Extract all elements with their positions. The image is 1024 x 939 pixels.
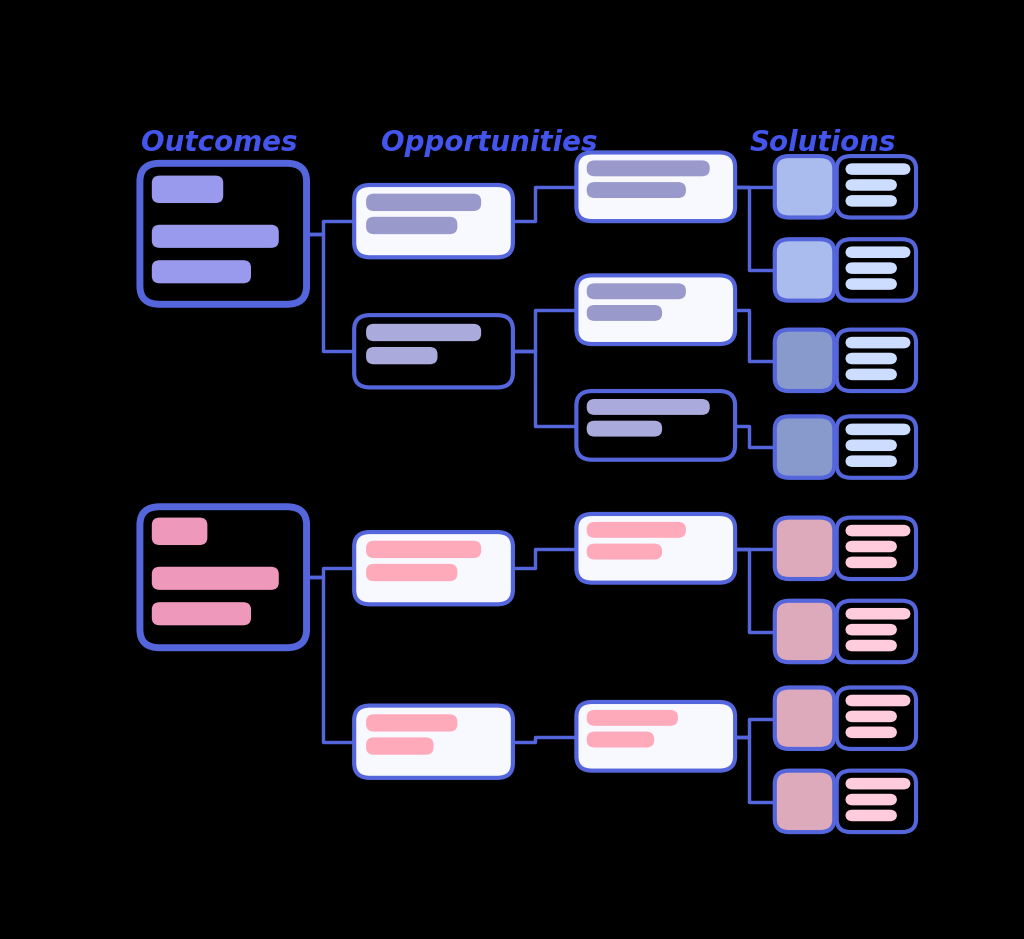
- FancyBboxPatch shape: [846, 711, 897, 722]
- FancyBboxPatch shape: [846, 439, 897, 451]
- FancyBboxPatch shape: [846, 623, 897, 636]
- FancyBboxPatch shape: [775, 771, 835, 832]
- FancyBboxPatch shape: [354, 532, 513, 605]
- FancyBboxPatch shape: [577, 702, 735, 771]
- FancyBboxPatch shape: [152, 176, 223, 203]
- FancyBboxPatch shape: [846, 793, 897, 806]
- FancyBboxPatch shape: [367, 324, 481, 341]
- FancyBboxPatch shape: [577, 391, 735, 460]
- Text: Opportunities: Opportunities: [381, 129, 597, 157]
- FancyBboxPatch shape: [152, 602, 251, 625]
- FancyBboxPatch shape: [846, 278, 897, 290]
- FancyBboxPatch shape: [587, 522, 686, 538]
- FancyBboxPatch shape: [775, 156, 835, 218]
- FancyBboxPatch shape: [846, 695, 910, 706]
- FancyBboxPatch shape: [775, 517, 835, 579]
- FancyBboxPatch shape: [846, 608, 910, 620]
- FancyBboxPatch shape: [587, 710, 678, 726]
- FancyBboxPatch shape: [152, 260, 251, 284]
- FancyBboxPatch shape: [577, 275, 735, 344]
- FancyBboxPatch shape: [775, 330, 835, 391]
- FancyBboxPatch shape: [367, 541, 481, 558]
- FancyBboxPatch shape: [354, 705, 513, 777]
- FancyBboxPatch shape: [367, 346, 437, 364]
- FancyBboxPatch shape: [846, 262, 897, 274]
- FancyBboxPatch shape: [846, 195, 897, 207]
- FancyBboxPatch shape: [837, 416, 916, 478]
- FancyBboxPatch shape: [367, 217, 458, 234]
- FancyBboxPatch shape: [367, 715, 458, 731]
- FancyBboxPatch shape: [846, 525, 910, 536]
- FancyBboxPatch shape: [354, 185, 513, 257]
- FancyBboxPatch shape: [367, 563, 458, 581]
- FancyBboxPatch shape: [140, 507, 306, 648]
- FancyBboxPatch shape: [846, 455, 897, 467]
- FancyBboxPatch shape: [846, 337, 910, 348]
- FancyBboxPatch shape: [837, 601, 916, 662]
- FancyBboxPatch shape: [577, 514, 735, 582]
- FancyBboxPatch shape: [587, 305, 663, 321]
- FancyBboxPatch shape: [837, 156, 916, 218]
- FancyBboxPatch shape: [775, 416, 835, 478]
- FancyBboxPatch shape: [846, 727, 897, 738]
- FancyBboxPatch shape: [775, 239, 835, 300]
- Text: Outcomes: Outcomes: [141, 129, 298, 157]
- FancyBboxPatch shape: [577, 152, 735, 221]
- FancyBboxPatch shape: [140, 163, 306, 304]
- FancyBboxPatch shape: [846, 557, 897, 568]
- FancyBboxPatch shape: [152, 567, 279, 590]
- FancyBboxPatch shape: [367, 193, 481, 211]
- FancyBboxPatch shape: [587, 731, 654, 747]
- FancyBboxPatch shape: [846, 179, 897, 191]
- FancyBboxPatch shape: [837, 687, 916, 749]
- FancyBboxPatch shape: [846, 353, 897, 364]
- FancyBboxPatch shape: [587, 421, 663, 437]
- Text: Solutions: Solutions: [750, 129, 896, 157]
- FancyBboxPatch shape: [846, 777, 910, 790]
- FancyBboxPatch shape: [846, 423, 910, 435]
- FancyBboxPatch shape: [846, 369, 897, 380]
- FancyBboxPatch shape: [587, 399, 710, 415]
- FancyBboxPatch shape: [587, 182, 686, 198]
- FancyBboxPatch shape: [354, 316, 513, 388]
- FancyBboxPatch shape: [846, 809, 897, 822]
- FancyBboxPatch shape: [587, 544, 663, 560]
- FancyBboxPatch shape: [846, 246, 910, 258]
- FancyBboxPatch shape: [846, 163, 910, 175]
- FancyBboxPatch shape: [152, 517, 207, 545]
- FancyBboxPatch shape: [837, 239, 916, 300]
- FancyBboxPatch shape: [846, 639, 897, 652]
- FancyBboxPatch shape: [152, 224, 279, 248]
- FancyBboxPatch shape: [775, 601, 835, 662]
- FancyBboxPatch shape: [837, 330, 916, 391]
- FancyBboxPatch shape: [367, 737, 433, 755]
- FancyBboxPatch shape: [846, 541, 897, 552]
- FancyBboxPatch shape: [587, 161, 710, 177]
- FancyBboxPatch shape: [587, 284, 686, 300]
- FancyBboxPatch shape: [775, 687, 835, 749]
- FancyBboxPatch shape: [837, 771, 916, 832]
- FancyBboxPatch shape: [837, 517, 916, 579]
